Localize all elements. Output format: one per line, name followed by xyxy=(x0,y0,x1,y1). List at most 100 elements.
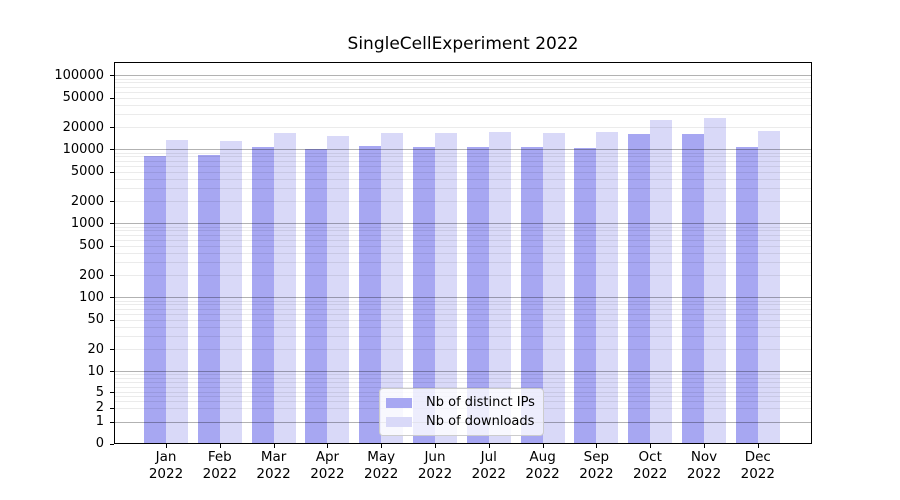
y-tick-100 xyxy=(110,297,114,299)
bar-distinct-ips-dec xyxy=(735,146,758,443)
x-tick-mar xyxy=(273,444,275,448)
y-tick-label-5: 5 xyxy=(95,384,104,400)
x-tick-month: Mar xyxy=(260,449,287,465)
x-tick-dec xyxy=(757,444,759,448)
y-tick-label-20: 20 xyxy=(87,341,104,357)
y-tick-label-500: 500 xyxy=(79,238,104,254)
y-tick-label-10000: 10000 xyxy=(62,141,104,157)
x-tick-may xyxy=(381,444,383,448)
x-tick-year: 2022 xyxy=(471,466,506,482)
bar-distinct-ips-oct xyxy=(628,133,651,443)
y-tick-label-10: 10 xyxy=(87,363,104,379)
y-tick-50000 xyxy=(110,97,114,99)
x-tick-oct xyxy=(650,444,652,448)
y-tick-10000 xyxy=(110,149,114,151)
x-tick-year: 2022 xyxy=(148,466,184,482)
x-tick-year: 2022 xyxy=(256,466,291,482)
y-tick-label-0: 0 xyxy=(95,436,104,451)
y-tick-20000 xyxy=(110,127,114,129)
x-tick-year: 2022 xyxy=(364,466,399,482)
bar-distinct-ips-aug xyxy=(520,147,543,443)
gridline-minor-20 xyxy=(115,349,811,351)
legend-label-distinct-ips: Nb of distinct IPs xyxy=(426,395,535,410)
y-tick-5 xyxy=(110,392,114,394)
x-tick-year: 2022 xyxy=(740,466,775,482)
x-tick-sep xyxy=(596,444,598,448)
x-tick-year: 2022 xyxy=(202,466,237,482)
gridline-minor-80000 xyxy=(115,82,811,84)
x-tick-month: Oct xyxy=(638,449,662,465)
gridline-minor-80 xyxy=(115,304,811,306)
gridline-minor-9000 xyxy=(115,152,811,154)
bar-downloads-feb xyxy=(219,140,242,443)
gridline-major-100000 xyxy=(115,75,811,77)
x-tick-month: Jun xyxy=(424,449,446,465)
gridline-minor-70 xyxy=(115,308,811,310)
x-tick-jul xyxy=(488,444,490,448)
bar-downloads-apr xyxy=(327,135,350,443)
legend-swatch-downloads xyxy=(386,416,412,427)
x-tick-month: Feb xyxy=(207,449,232,465)
gridline-minor-2000 xyxy=(115,201,811,203)
x-tick-label-dec: Dec 2022 xyxy=(726,449,790,483)
bar-downloads-jul xyxy=(488,131,511,443)
gridline-minor-800 xyxy=(115,230,811,232)
y-tick-1 xyxy=(110,421,114,423)
x-tick-month: Apr xyxy=(315,449,340,465)
x-tick-label-apr: Apr 2022 xyxy=(295,449,359,483)
x-tick-label-feb: Feb 2022 xyxy=(188,449,252,483)
gridline-minor-3000 xyxy=(115,187,811,189)
x-tick-year: 2022 xyxy=(417,466,453,482)
y-tick-20 xyxy=(110,349,114,351)
gridline-major-100 xyxy=(115,297,811,299)
gridline-minor-90 xyxy=(115,300,811,302)
x-tick-year: 2022 xyxy=(579,466,614,482)
gridline-minor-30000 xyxy=(115,113,811,115)
y-tick-label-5000: 5000 xyxy=(70,164,104,180)
bar-downloads-jan xyxy=(166,140,188,443)
gridline-minor-9 xyxy=(115,374,811,376)
bar-downloads-dec xyxy=(757,130,780,443)
y-tick-10 xyxy=(110,371,114,373)
x-tick-month: Nov xyxy=(690,449,718,465)
y-tick-5000 xyxy=(110,171,114,173)
x-tick-year: 2022 xyxy=(310,466,345,482)
chart-title: SingleCellExperiment 2022 xyxy=(347,34,579,54)
y-tick-label-100000: 100000 xyxy=(54,67,104,83)
gridline-minor-200 xyxy=(115,275,811,277)
legend-item-downloads: Nb of downloads xyxy=(386,414,543,429)
x-tick-label-aug: Aug 2022 xyxy=(511,449,575,483)
legend: Nb of distinct IPs Nb of downloads xyxy=(379,388,544,436)
bar-distinct-ips-apr xyxy=(305,148,328,443)
y-tick-500 xyxy=(110,245,114,247)
bar-distinct-ips-nov xyxy=(682,133,704,443)
gridline-minor-8 xyxy=(115,378,811,380)
gridline-major-10000 xyxy=(115,149,811,151)
x-tick-label-may: May 2022 xyxy=(349,449,413,483)
bar-distinct-ips-mar xyxy=(251,147,274,443)
bar-distinct-ips-jun xyxy=(413,146,435,443)
x-tick-label-oct: Oct 2022 xyxy=(618,449,682,483)
gridline-minor-8000 xyxy=(115,156,811,158)
bar-downloads-nov xyxy=(704,118,726,443)
gridline-minor-40 xyxy=(115,326,811,328)
gridline-minor-600 xyxy=(115,239,811,241)
gridline-major-1000 xyxy=(115,223,811,225)
y-tick-label-50000: 50000 xyxy=(62,90,104,106)
gridline-minor-60 xyxy=(115,313,811,315)
gridline-major-10 xyxy=(115,371,811,373)
gridline-minor-60000 xyxy=(115,91,811,93)
y-tick-2000 xyxy=(110,201,114,203)
bar-downloads-mar xyxy=(273,133,296,443)
gridline-minor-6000 xyxy=(115,165,811,167)
gridline-minor-50 xyxy=(115,319,811,321)
x-tick-year: 2022 xyxy=(686,466,722,482)
legend-item-distinct-ips: Nb of distinct IPs xyxy=(386,395,543,410)
gridline-minor-4000 xyxy=(115,178,811,180)
bar-downloads-oct xyxy=(650,119,673,443)
gridline-minor-700 xyxy=(115,234,811,236)
y-tick-label-2000: 2000 xyxy=(70,193,104,209)
x-tick-month: Jan xyxy=(155,449,177,465)
y-tick-label-100: 100 xyxy=(79,289,104,305)
